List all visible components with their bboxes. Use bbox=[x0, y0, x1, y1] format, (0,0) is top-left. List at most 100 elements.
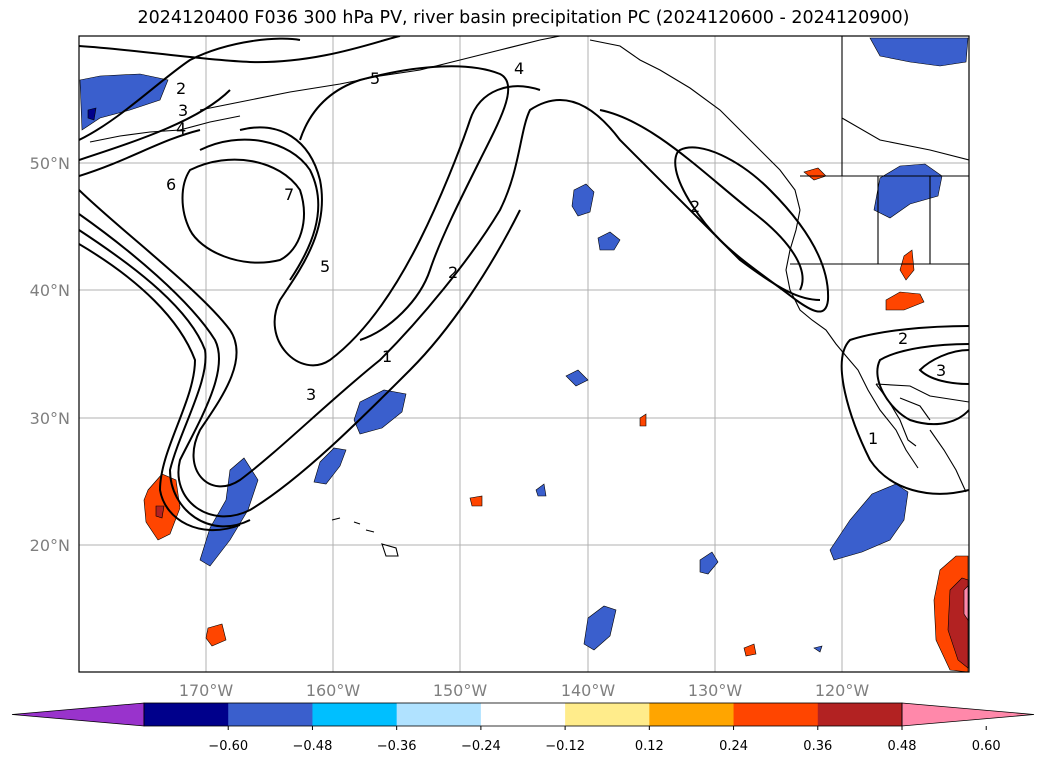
precip-blob bbox=[535, 483, 547, 497]
state-border bbox=[790, 36, 969, 265]
colorbar-tick-label: 0.24 bbox=[719, 739, 748, 754]
lon-label-160w: 160°W bbox=[306, 681, 361, 700]
colorbar-tick-label: −0.48 bbox=[293, 739, 333, 754]
pv-contour bbox=[239, 85, 541, 367]
pv-label: 4 bbox=[176, 119, 186, 138]
pv-label: 1 bbox=[382, 347, 392, 366]
colorbar-segment bbox=[144, 703, 229, 726]
precip-blob bbox=[571, 183, 595, 217]
colorbar-segment bbox=[228, 703, 313, 726]
precip-blob bbox=[597, 231, 621, 251]
precip-blob bbox=[565, 369, 589, 387]
alaska-coast bbox=[199, 36, 561, 111]
pv-contour bbox=[674, 146, 830, 313]
pv-contour bbox=[79, 129, 201, 177]
mexico-coast bbox=[929, 429, 967, 493]
colorbar-tick-label: 0.12 bbox=[635, 739, 664, 754]
colorbar-segment bbox=[733, 703, 819, 726]
precip-blob bbox=[743, 643, 757, 657]
precip-blob bbox=[639, 413, 647, 427]
precip-blob bbox=[869, 37, 969, 67]
precip-blob bbox=[947, 577, 969, 669]
pv-contour bbox=[79, 89, 231, 161]
lon-label-120w: 120°W bbox=[815, 681, 870, 700]
colorbar-segment bbox=[817, 703, 903, 726]
lon-label-140w: 140°W bbox=[561, 681, 616, 700]
pv-contour bbox=[840, 325, 969, 495]
precip-blob bbox=[155, 505, 165, 519]
lat-labels: 20°N 30°N 40°N 50°N bbox=[30, 154, 70, 555]
colorbar-segment bbox=[312, 703, 398, 726]
pv-contour bbox=[79, 99, 821, 488]
precip-blob bbox=[813, 645, 823, 653]
colorbar-tick-label: 0.60 bbox=[972, 739, 1001, 754]
chart-title: 2024120400 F036 300 hPa PV, river basin … bbox=[137, 8, 910, 28]
pv-contour bbox=[199, 138, 320, 281]
precip-blob bbox=[699, 551, 719, 575]
colorbar bbox=[11, 702, 1035, 727]
pv-label: 2 bbox=[448, 263, 458, 282]
pv-contour bbox=[876, 343, 969, 426]
pv-label: 7 bbox=[284, 185, 294, 204]
aleutian-islands bbox=[89, 115, 241, 143]
pv-label: 5 bbox=[320, 257, 330, 276]
pv-label: 5 bbox=[370, 69, 380, 88]
lon-label-130w: 130°W bbox=[688, 681, 743, 700]
colorbar-segment bbox=[649, 703, 735, 726]
precip-blob bbox=[899, 249, 915, 281]
pv-label: 1 bbox=[868, 429, 878, 448]
colorbar-tick-label: −0.36 bbox=[377, 739, 417, 754]
positive-precip-areas bbox=[143, 167, 969, 672]
colorbar-tick-label: −0.24 bbox=[461, 739, 501, 754]
precip-blob bbox=[873, 163, 943, 219]
colorbar-segment bbox=[565, 703, 650, 726]
colorbar-ticks: −0.60 −0.48 −0.36 −0.24 −0.12 0.12 0.24 0.36 0.4… bbox=[208, 726, 1001, 754]
pv-contour bbox=[79, 209, 521, 518]
pv-label: 3 bbox=[178, 101, 188, 120]
precip-blob bbox=[199, 457, 259, 567]
pv-contour bbox=[599, 109, 804, 291]
lat-label-50n: 50°N bbox=[30, 154, 70, 173]
precip-blob bbox=[583, 605, 617, 651]
colorbar-tick-label: 0.36 bbox=[803, 739, 832, 754]
pv-label: 2 bbox=[898, 329, 908, 348]
us-west-coast bbox=[785, 209, 919, 469]
pv-contour bbox=[79, 243, 241, 531]
colorbar-tick-label: −0.60 bbox=[208, 739, 248, 754]
precip-blob bbox=[963, 585, 969, 621]
lat-label-30n: 30°N bbox=[30, 409, 70, 428]
pv-contour bbox=[918, 349, 969, 385]
pv-contours bbox=[79, 36, 969, 531]
lat-label-40n: 40°N bbox=[30, 281, 70, 300]
precip-blob bbox=[469, 495, 483, 507]
pv-contour bbox=[299, 65, 510, 341]
precip-blob bbox=[79, 73, 169, 131]
pv-label: 3 bbox=[306, 385, 316, 404]
pv-label: 2 bbox=[690, 197, 700, 216]
pv-contour-labels: 1 2 3 4 5 6 7 2 3 4 5 1 2 3 2 bbox=[166, 59, 946, 448]
lon-labels: 170°W 160°W 150°W 140°W 130°W 120°W bbox=[179, 681, 870, 700]
gulf-of-california bbox=[899, 397, 931, 421]
map-area bbox=[79, 36, 969, 672]
mexico-border bbox=[875, 383, 969, 403]
lon-label-150w: 150°W bbox=[433, 681, 488, 700]
precip-blob bbox=[885, 291, 925, 311]
colorbar-segment bbox=[396, 703, 482, 726]
lon-label-170w: 170°W bbox=[179, 681, 234, 700]
lat-label-20n: 20°N bbox=[30, 536, 70, 555]
pv-contour bbox=[79, 36, 401, 64]
pv-contour bbox=[181, 158, 305, 264]
colorbar-segment bbox=[480, 703, 566, 726]
colorbar-extend-min bbox=[11, 702, 145, 727]
pv-contour bbox=[79, 229, 251, 528]
precip-blob bbox=[353, 389, 407, 435]
colorbar-tick-label: −0.12 bbox=[545, 739, 585, 754]
bc-coast bbox=[589, 39, 801, 211]
hawaii-islands bbox=[331, 517, 399, 557]
pv-label: 2 bbox=[176, 79, 186, 98]
pv-label: 3 bbox=[936, 361, 946, 380]
pv-label: 6 bbox=[166, 175, 176, 194]
precip-blob bbox=[829, 483, 909, 561]
pv-label: 4 bbox=[514, 59, 524, 78]
